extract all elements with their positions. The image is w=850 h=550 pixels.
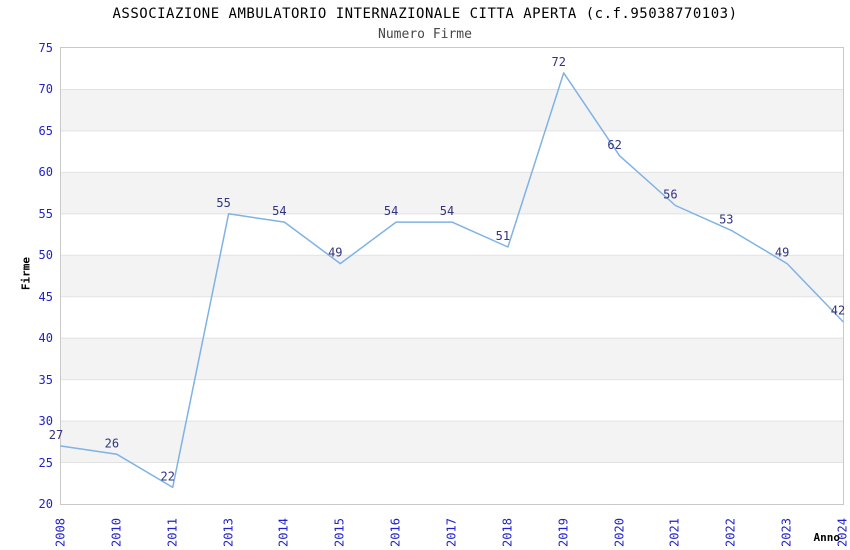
y-tick-label: 45	[38, 289, 53, 304]
x-tick-label: 2016	[388, 518, 403, 547]
plot-area: 27 26 22 55 54 49 54 54 51 72 62 56 53 49 42	[49, 47, 845, 505]
x-tick-label: 2020	[612, 518, 627, 547]
chart-title: ASSOCIAZIONE AMBULATORIO INTERNAZIONALE …	[112, 6, 738, 22]
data-point-label: 54	[272, 204, 286, 218]
x-tick-label: 2021	[667, 518, 682, 547]
y-tick-label: 55	[38, 206, 53, 221]
x-tick-label: 2008	[53, 518, 68, 547]
data-point-label: 42	[831, 304, 845, 318]
x-tick-label: 2011	[165, 518, 180, 547]
x-tick-label: 2015	[332, 518, 347, 547]
data-point-label: 54	[384, 204, 398, 218]
y-tick-label: 75	[38, 41, 53, 55]
y-tick-label: 50	[38, 248, 53, 263]
data-point-label: 49	[328, 246, 342, 260]
plot-band	[61, 338, 843, 380]
data-point-label: 26	[105, 436, 119, 450]
x-axis-title: Anno	[813, 531, 841, 544]
x-tick-label: 2017	[444, 518, 459, 547]
data-point-label: 55	[216, 196, 230, 210]
plot-band	[61, 421, 843, 463]
y-tick-label: 30	[38, 414, 53, 429]
x-tick-label: 2019	[556, 518, 571, 547]
chart-subtitle: Numero Firme	[378, 27, 472, 42]
x-tick-label: 2022	[723, 518, 738, 547]
y-tick-label: 35	[38, 372, 53, 387]
y-tick-label: 60	[38, 165, 53, 180]
y-tick-label: 25	[38, 455, 53, 470]
x-tick-label: 2018	[500, 518, 515, 547]
y-axis-title: Firme	[19, 256, 33, 291]
data-point-label: 27	[49, 428, 63, 442]
data-point-label: 62	[607, 138, 621, 152]
data-point-label: 22	[160, 469, 174, 483]
data-point-label: 49	[775, 246, 789, 260]
data-point-label: 51	[496, 229, 510, 243]
x-tick-label: 2013	[221, 518, 236, 547]
x-tick-label: 2010	[109, 518, 124, 547]
plot-band	[61, 172, 843, 214]
data-line	[60, 72, 844, 489]
y-tick-label: 65	[38, 123, 53, 138]
plot-band	[61, 89, 843, 131]
y-tick-label: 40	[38, 331, 53, 346]
y-tick-label: 20	[38, 497, 53, 511]
x-tick-label: 2014	[276, 518, 291, 547]
data-point-label: 54	[440, 204, 454, 218]
data-point-label: 72	[551, 55, 565, 69]
y-tick-label: 70	[38, 82, 53, 97]
data-point-label: 53	[719, 212, 733, 226]
plot-band	[61, 255, 843, 297]
line-chart-canvas: 27 26 22 55 54 49 54 54 51 72 62 56 53 49 42	[49, 55, 845, 489]
data-point-label: 56	[663, 188, 677, 202]
